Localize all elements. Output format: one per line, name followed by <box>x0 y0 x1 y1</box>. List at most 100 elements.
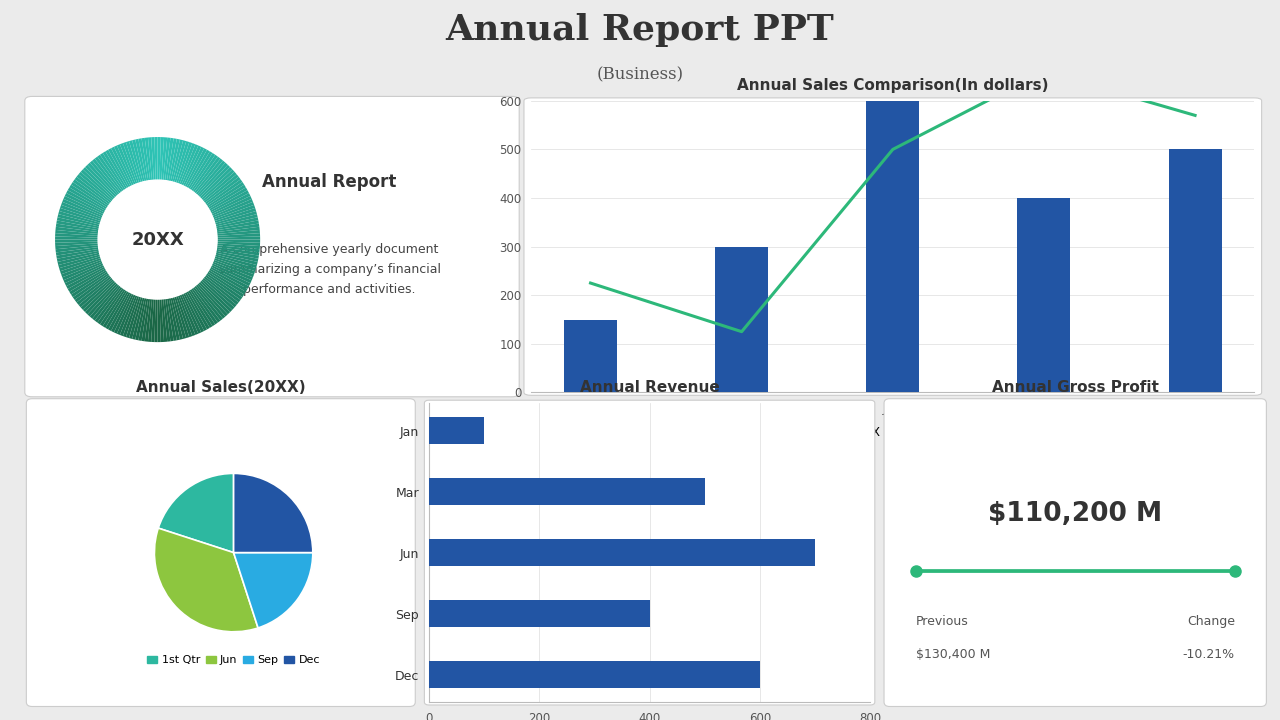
Wedge shape <box>202 172 237 202</box>
Wedge shape <box>207 182 244 207</box>
Wedge shape <box>215 254 257 268</box>
Legend: 1st Qtr, Jun, Sep, Dec: 1st Qtr, Jun, Sep, Dec <box>143 651 324 670</box>
Wedge shape <box>216 227 260 234</box>
Wedge shape <box>215 253 257 265</box>
Wedge shape <box>111 292 132 333</box>
Wedge shape <box>216 246 260 253</box>
Text: Previous: Previous <box>915 616 969 629</box>
Bar <box>716 246 768 392</box>
Wedge shape <box>184 292 207 331</box>
Wedge shape <box>81 169 114 200</box>
Wedge shape <box>175 295 192 337</box>
Text: $130,400 M: $130,400 M <box>915 648 989 661</box>
Wedge shape <box>145 299 152 342</box>
Wedge shape <box>132 297 145 340</box>
Wedge shape <box>61 202 102 220</box>
Wedge shape <box>81 279 114 310</box>
Wedge shape <box>197 283 228 317</box>
Wedge shape <box>169 297 180 341</box>
Wedge shape <box>205 176 241 204</box>
Wedge shape <box>64 264 104 283</box>
Wedge shape <box>142 138 150 181</box>
Wedge shape <box>216 241 260 246</box>
Wedge shape <box>105 291 129 330</box>
Wedge shape <box>155 528 259 631</box>
Wedge shape <box>151 299 156 342</box>
Wedge shape <box>70 182 109 207</box>
Wedge shape <box>188 289 212 328</box>
Wedge shape <box>92 158 122 194</box>
Wedge shape <box>120 143 137 184</box>
Wedge shape <box>142 298 150 341</box>
Wedge shape <box>100 289 125 326</box>
Wedge shape <box>68 269 106 292</box>
Wedge shape <box>136 297 146 341</box>
Wedge shape <box>212 260 255 277</box>
Bar <box>564 320 617 392</box>
Wedge shape <box>63 261 102 280</box>
Wedge shape <box>58 214 100 227</box>
Wedge shape <box>202 277 237 307</box>
Wedge shape <box>216 220 259 230</box>
Title: Annual Sales(20XX): Annual Sales(20XX) <box>136 380 306 395</box>
Wedge shape <box>179 294 198 335</box>
Wedge shape <box>78 277 113 307</box>
Wedge shape <box>159 474 233 553</box>
Wedge shape <box>218 240 260 243</box>
Wedge shape <box>95 157 123 192</box>
Wedge shape <box>60 258 101 274</box>
Wedge shape <box>183 147 204 186</box>
Circle shape <box>99 180 218 299</box>
Wedge shape <box>58 253 100 265</box>
Wedge shape <box>138 298 148 341</box>
Wedge shape <box>87 283 118 317</box>
Wedge shape <box>196 284 225 318</box>
Wedge shape <box>63 199 102 217</box>
Wedge shape <box>183 292 204 333</box>
Wedge shape <box>129 297 143 339</box>
Wedge shape <box>165 298 174 341</box>
Bar <box>1018 198 1070 392</box>
Wedge shape <box>151 137 156 180</box>
Wedge shape <box>68 187 106 211</box>
Wedge shape <box>55 240 99 243</box>
Wedge shape <box>148 299 154 342</box>
Wedge shape <box>160 137 164 180</box>
Title: Annual Sales Comparison(In dollars): Annual Sales Comparison(In dollars) <box>737 78 1048 93</box>
Wedge shape <box>69 270 108 294</box>
Wedge shape <box>207 184 246 210</box>
Wedge shape <box>84 165 116 197</box>
Wedge shape <box>73 273 110 300</box>
Wedge shape <box>198 282 230 315</box>
Wedge shape <box>55 233 99 238</box>
Wedge shape <box>55 236 99 240</box>
Wedge shape <box>111 147 132 186</box>
Wedge shape <box>123 295 140 337</box>
Wedge shape <box>195 285 223 320</box>
Wedge shape <box>216 249 259 258</box>
Wedge shape <box>200 167 233 199</box>
Wedge shape <box>214 208 256 223</box>
Wedge shape <box>78 172 113 202</box>
Wedge shape <box>201 169 234 200</box>
Wedge shape <box>56 249 99 258</box>
Wedge shape <box>67 266 105 289</box>
Title: Annual Gross Profit: Annual Gross Profit <box>992 380 1158 395</box>
Legend: 20XX, 20XX: 20XX, 20XX <box>818 421 968 444</box>
Wedge shape <box>196 161 225 195</box>
Wedge shape <box>215 217 259 228</box>
Wedge shape <box>125 141 141 183</box>
Wedge shape <box>211 193 251 215</box>
Wedge shape <box>187 150 210 189</box>
Text: (Business): (Business) <box>596 66 684 84</box>
Wedge shape <box>90 284 120 318</box>
Wedge shape <box>175 142 192 184</box>
Wedge shape <box>210 266 250 289</box>
Text: Change: Change <box>1187 616 1235 629</box>
Wedge shape <box>138 138 148 181</box>
Wedge shape <box>191 288 218 325</box>
Wedge shape <box>70 271 109 297</box>
Wedge shape <box>170 140 183 182</box>
Wedge shape <box>95 287 123 323</box>
Wedge shape <box>211 265 251 286</box>
